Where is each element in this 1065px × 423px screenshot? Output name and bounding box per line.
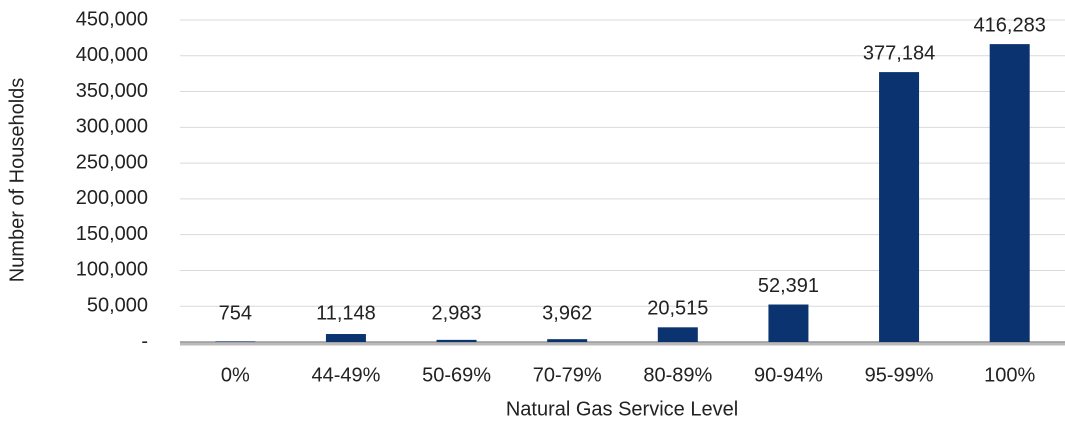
bar [547,339,588,342]
x-axis-title: Natural Gas Service Level [506,398,738,420]
x-tick-label: 80-89% [643,364,712,386]
bar [768,304,809,342]
bar [879,72,920,343]
y-tick-label: 50,000 [87,295,148,317]
x-tick-label: 90-94% [754,364,823,386]
y-axis-title: Number of Households [6,78,28,283]
x-tick-label: 70-79% [533,364,602,386]
y-tick-label: 200,000 [76,187,148,209]
y-tick-label: 150,000 [76,223,148,245]
y-tick-label: 450,000 [76,8,148,30]
bar [325,334,366,342]
x-tick-label: 0% [221,364,250,386]
x-tick-label: 95-99% [865,364,934,386]
x-tick-label: 100% [984,364,1035,386]
bar [657,327,698,342]
data-label: 416,283 [974,14,1046,36]
data-label: 754 [219,302,252,324]
data-label: 3,962 [542,302,592,324]
data-label: 2,983 [432,302,482,324]
bar [436,339,477,342]
x-tick-label: 44-49% [311,364,380,386]
data-label: 11,148 [316,302,376,324]
y-tick-label: 350,000 [76,80,148,102]
bar [215,341,256,342]
y-tick-label: 100,000 [76,259,148,281]
bar [989,44,1030,343]
y-tick-label: 300,000 [76,116,148,138]
x-tick-label: 50-69% [422,364,491,386]
y-tick-label: 250,000 [76,151,148,173]
y-tick-label: 400,000 [76,44,148,66]
y-tick-label: - [141,330,148,352]
data-label: 377,184 [863,42,935,64]
data-label: 20,515 [647,298,708,320]
data-label: 52,391 [758,275,819,297]
